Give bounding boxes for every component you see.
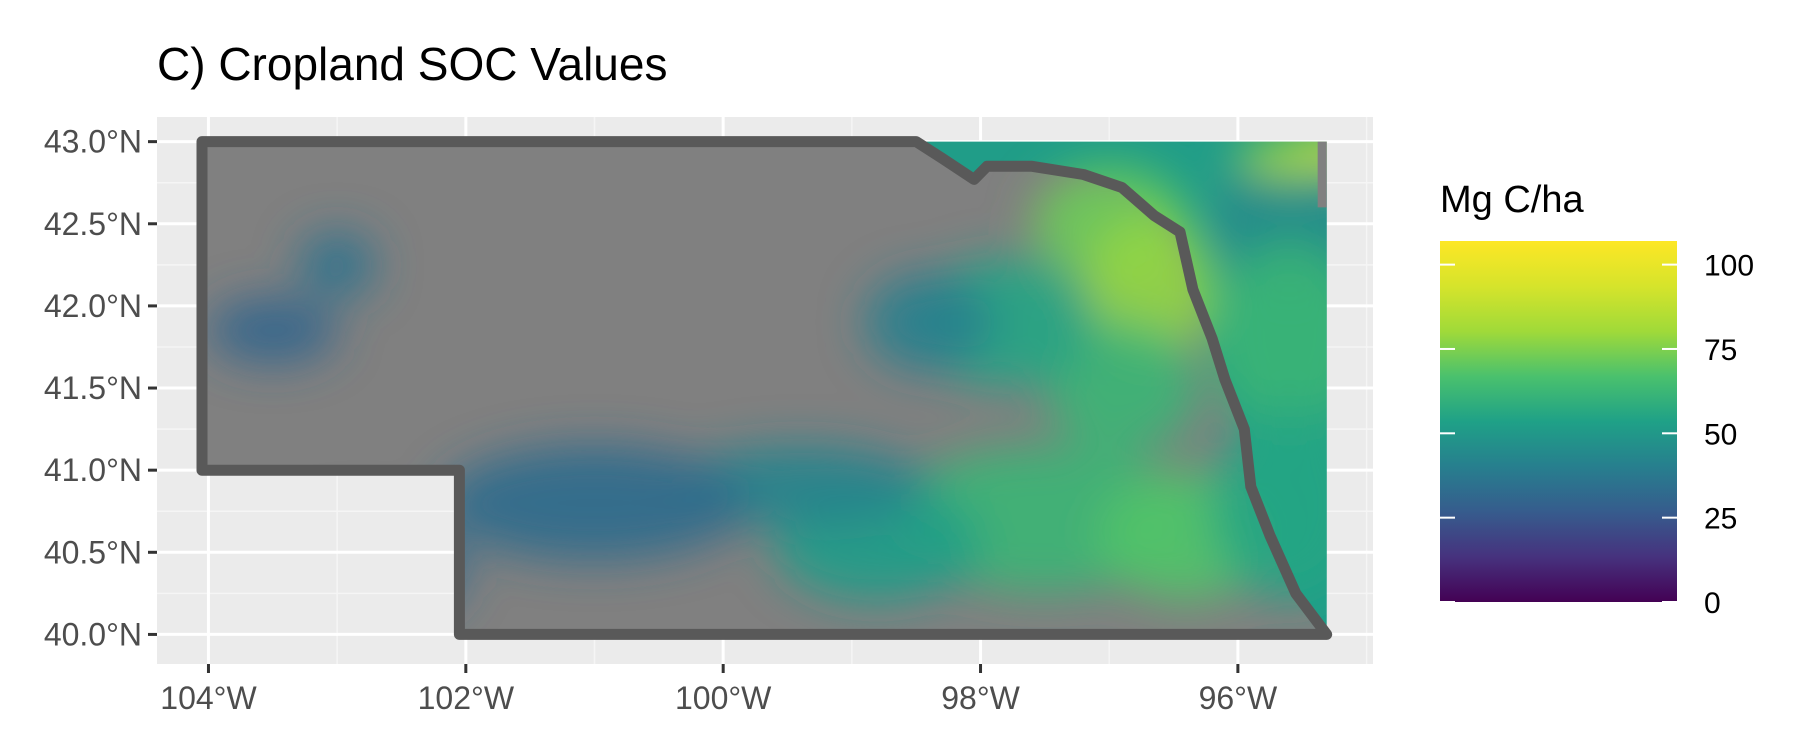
- soc-zone: [208, 297, 338, 364]
- y-tick-label: 41.0°N: [44, 452, 142, 488]
- axis-layer: 40.0°N 40.5°N 41.0°N 41.5°N 42.0°N 42.5°N 43.0…: [44, 124, 1278, 716]
- x-tick-label: 98°W: [941, 680, 1020, 716]
- legend-title: Mg C/ha: [1440, 179, 1584, 221]
- soc-zone: [440, 445, 749, 561]
- colorbar-tick-label: 75: [1704, 334, 1737, 367]
- soc-zone: [1237, 141, 1327, 178]
- x-tick-label: 104°W: [160, 680, 257, 716]
- x-tick-label: 102°W: [418, 680, 515, 716]
- east-edge-nodata: [1317, 141, 1327, 208]
- soc-zone: [298, 231, 376, 298]
- colorbar-tick-label: 100: [1704, 250, 1754, 283]
- y-tick-label: 41.5°N: [44, 370, 142, 406]
- y-tick-label: 40.5°N: [44, 534, 142, 570]
- colorbar-tick-label: 50: [1704, 418, 1737, 451]
- colorbar: [1440, 241, 1677, 602]
- state-outline-layer: [196, 136, 1333, 640]
- x-tick-label: 100°W: [675, 680, 772, 716]
- colorbar-tick-label: 25: [1704, 503, 1737, 536]
- soc-zone: [1212, 240, 1327, 438]
- colorbar-ticks: 0 25 50 75 100: [1440, 250, 1754, 620]
- soc-raster: [202, 141, 1327, 635]
- y-tick-label: 42.0°N: [44, 288, 142, 324]
- y-tick-label: 42.5°N: [44, 206, 142, 242]
- x-tick-label: 96°W: [1199, 680, 1278, 716]
- chart-title: C) Cropland SOC Values: [157, 38, 667, 90]
- y-tick-label: 43.0°N: [44, 124, 142, 160]
- y-tick-label: 40.0°N: [44, 616, 142, 652]
- soc-zone: [864, 273, 994, 372]
- state-outline: [196, 136, 1333, 640]
- colorbar-tick-label: 0: [1704, 587, 1721, 620]
